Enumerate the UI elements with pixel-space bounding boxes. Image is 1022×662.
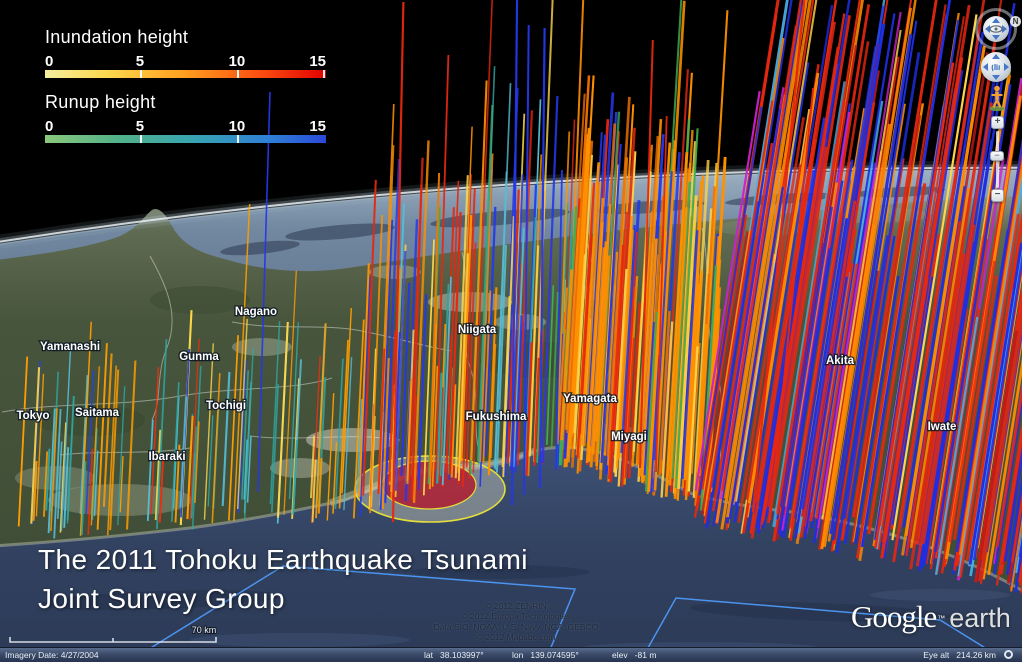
- elevation-readout: elev -81 m: [612, 650, 657, 660]
- runup-color-scale: [45, 135, 326, 143]
- zoom-slider-handle[interactable]: −: [990, 151, 1004, 161]
- survey-title-line2: Joint Survey Group: [38, 583, 285, 614]
- map-label-gunma: Gunma: [179, 351, 219, 363]
- inundation-color-scale: [45, 70, 326, 78]
- survey-title: The 2011 Tohoku Earthquake Tsunami Joint…: [38, 540, 528, 618]
- scale-bar: 70 km: [9, 624, 217, 643]
- attribution-line: © 2012 Mapabc.com: [476, 632, 556, 643]
- map-label-niigata: Niigata: [458, 324, 497, 336]
- map-label-iwate: Iwate: [928, 421, 957, 433]
- map-label-nagano: Nagano: [235, 306, 277, 318]
- logo-google: Google: [851, 599, 937, 634]
- map-label-saitama: Saitama: [75, 407, 120, 419]
- tick-label: 5: [135, 118, 145, 135]
- streaming-indicator-icon: [1004, 650, 1013, 659]
- north-indicator[interactable]: N: [1010, 16, 1021, 27]
- map-labels: Tokyo Saitama Tochigi Ibaraki Yamanashi Gunma…: [15, 305, 957, 465]
- chevron-right-icon[interactable]: [1002, 25, 1007, 33]
- runup-legend-ticks: 0 5 10 15: [45, 118, 326, 135]
- map-label-yamanashi: Yamanashi: [40, 341, 100, 353]
- chevron-right-icon[interactable]: [1004, 63, 1009, 71]
- google-earth-logo: Google™ earth: [851, 599, 1011, 635]
- survey-title-line1: The 2011 Tohoku Earthquake Tsunami: [38, 544, 528, 575]
- hand-icon: [991, 64, 1001, 72]
- logo-tm: ™: [937, 613, 946, 623]
- imagery-date: Imagery Date: 4/27/2004: [5, 650, 99, 660]
- inundation-legend-title: Inundation height: [45, 27, 189, 47]
- tick-label: 5: [135, 53, 145, 70]
- attribution-line: © 2012 Europa Technologies: [461, 611, 571, 622]
- tick-label: 10: [228, 118, 246, 135]
- zoom-in-button[interactable]: +: [991, 116, 1004, 129]
- longitude-readout: lon 139.074595°: [512, 650, 579, 660]
- runup-legend-title: Runup height: [45, 92, 156, 112]
- map-attribution: © 2012 ZENRIN © 2012 Europa Technologies…: [396, 601, 636, 643]
- logo-earth: earth: [949, 603, 1011, 633]
- chevron-left-icon[interactable]: [983, 63, 988, 71]
- zoom-out-button[interactable]: −: [991, 189, 1004, 202]
- look-joystick[interactable]: [975, 8, 1017, 50]
- map-label-ibaraki: Ibaraki: [148, 451, 185, 463]
- pegman-icon[interactable]: [988, 84, 1006, 112]
- map-label-tochigi: Tochigi: [206, 400, 246, 412]
- chevron-down-icon[interactable]: [992, 75, 1000, 80]
- map-label-akita: Akita: [826, 355, 855, 367]
- latitude-readout: lat 38.103997°: [424, 650, 484, 660]
- eye-icon: [989, 25, 1003, 33]
- status-bar: Imagery Date: 4/27/2004 lat 38.103997° l…: [0, 647, 1022, 662]
- tick-label: 0: [45, 53, 54, 70]
- attribution-line: © 2012 ZENRIN: [485, 601, 547, 611]
- attribution-line: Data SIO, NOAA, U.S. Navy, NGA, GEBCO: [433, 621, 599, 632]
- chevron-down-icon[interactable]: [992, 35, 1000, 40]
- scale-label: 70 km: [192, 625, 217, 635]
- tsunami-height-bars[interactable]: [17, 0, 1022, 595]
- map-label-tokyo: Tokyo: [16, 410, 49, 422]
- pacific-ocean: [0, 447, 1022, 662]
- chevron-up-icon[interactable]: [992, 18, 1000, 23]
- inundation-legend-ticks: 0 5 10 15: [45, 53, 326, 70]
- chevron-left-icon[interactable]: [985, 25, 990, 33]
- map-label-fukushima: Fukushima: [466, 411, 527, 423]
- tick-label: 0: [45, 118, 54, 135]
- map-label-yamagata: Yamagata: [563, 393, 617, 405]
- eye-altitude-readout: Eye alt 214.26 km: [923, 650, 996, 660]
- tick-label: 15: [309, 118, 326, 135]
- legend-panel: Inundation height 0 5 10 15 Runup height…: [45, 27, 326, 143]
- tick-label: 10: [228, 53, 246, 70]
- map-label-miyagi: Miyagi: [611, 431, 647, 443]
- tick-label: 15: [309, 53, 326, 70]
- survey-region-boundary: [127, 565, 1009, 662]
- move-joystick[interactable]: [981, 52, 1011, 82]
- chevron-up-icon[interactable]: [992, 54, 1000, 59]
